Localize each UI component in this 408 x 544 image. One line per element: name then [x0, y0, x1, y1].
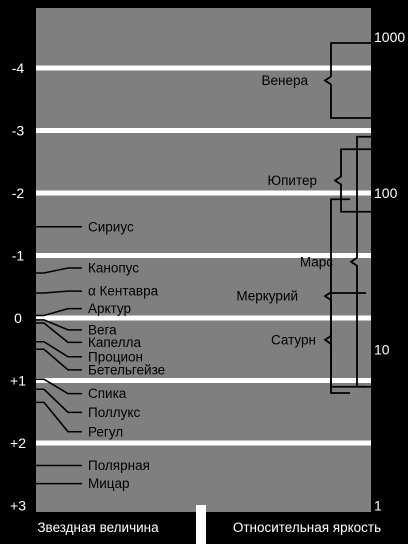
panel — [36, 8, 371, 512]
star-label: Бетельгейзе — [88, 362, 165, 377]
gridline — [36, 128, 371, 133]
planet-венера: Венера — [262, 42, 371, 119]
star-leader-line — [36, 319, 82, 331]
footer-separator — [196, 505, 206, 544]
magnitude-tick-label: -3 — [12, 123, 25, 139]
star-вега: Вега — [36, 319, 117, 337]
star-label: α Кентавра — [88, 284, 159, 299]
planet-сатурн: Сатурн — [271, 292, 366, 388]
planet-юпитер: Юпитер — [267, 148, 371, 213]
star-процион: Процион — [36, 340, 143, 364]
star-label: Полярная — [88, 458, 150, 473]
star-label: Вега — [88, 322, 117, 337]
star-кентавра: α Кентавра — [36, 284, 159, 299]
magnitude-tick-label: +2 — [10, 435, 26, 451]
gridline — [36, 65, 371, 71]
brightness-axis: 1000 100 10 1 — [374, 29, 405, 514]
star-leader-line — [36, 290, 82, 294]
star-label: Спика — [88, 386, 127, 401]
brightness-tick-label: 1 — [374, 498, 382, 514]
star-сириус: Сириус — [36, 219, 134, 234]
planet-label: Сатурн — [271, 332, 316, 347]
star-label: Арктур — [88, 301, 131, 316]
planet-label: Меркурий — [236, 289, 298, 304]
star-бетельгейзе: Бетельгейзе — [36, 348, 165, 377]
star-leader-line — [36, 322, 82, 344]
brightness-tick-label: 10 — [374, 341, 390, 357]
gridline — [36, 190, 371, 196]
brightness-axis-title: Относительная яркость — [232, 520, 382, 535]
planets: Венера Юпитер Марс Меркурий Сатурн — [236, 42, 371, 394]
magnitude-tick-label: -1 — [12, 248, 25, 264]
planet-bracket — [323, 292, 366, 388]
star-label: Регул — [88, 424, 123, 439]
star-label: Сириус — [88, 219, 134, 234]
magnitude-axis: -4 -3 -2 -1 0 +1 +2 +3 — [10, 60, 26, 514]
star-label: Канопус — [88, 261, 139, 276]
star-арктур: Арктур — [36, 301, 131, 317]
gridline — [36, 378, 371, 383]
brightness-tick-label: 100 — [374, 185, 398, 201]
star-leader-line — [36, 267, 82, 274]
star-label: Поллукс — [88, 405, 140, 420]
gridline — [36, 315, 371, 321]
stars: Сириус Канопус α Кентавра Арктур ВегаКапелла… — [36, 219, 165, 491]
planet-bracket — [323, 198, 350, 394]
star-label: Процион — [88, 349, 143, 364]
planet-bracket — [333, 148, 371, 213]
planet-меркурий: Меркурий — [236, 198, 350, 394]
star-канопус: Канопус — [36, 261, 139, 276]
star-мицар: Мицар — [36, 476, 130, 491]
chart-panel — [36, 8, 371, 512]
star-поллукс: Поллукс — [36, 388, 140, 420]
star-label: Капелла — [88, 335, 141, 350]
star-leader-line — [36, 340, 82, 358]
star-капелла: Капелла — [36, 322, 141, 350]
gridlines — [36, 65, 371, 446]
star-leader-line — [36, 348, 82, 371]
star-leader-line — [36, 388, 82, 414]
star-регул: Регул — [36, 401, 123, 439]
gridline — [36, 440, 371, 446]
star-спика: Спика — [36, 378, 127, 401]
brightness-tick-label: 1000 — [374, 29, 405, 45]
planet-label: Юпитер — [267, 173, 317, 188]
magnitude-tick-label: -2 — [12, 185, 25, 201]
gridline — [36, 253, 371, 258]
star-leader-line — [36, 378, 82, 395]
magnitude-tick-label: -4 — [12, 60, 25, 76]
magnitude-tick-label: +3 — [10, 498, 26, 514]
magnitude-tick-label: 0 — [14, 310, 22, 326]
magnitude-tick-label: +1 — [10, 373, 26, 389]
planet-bracket — [323, 42, 371, 119]
magnitude-axis-title: Звездная величина — [37, 520, 159, 535]
star-leader-line — [36, 401, 82, 433]
star-leader-line — [36, 307, 82, 317]
star-полярная: Полярная — [36, 458, 150, 473]
star-label: Мицар — [88, 476, 130, 491]
planet-label: Венера — [262, 73, 309, 88]
planet-label: Марс — [300, 254, 333, 269]
